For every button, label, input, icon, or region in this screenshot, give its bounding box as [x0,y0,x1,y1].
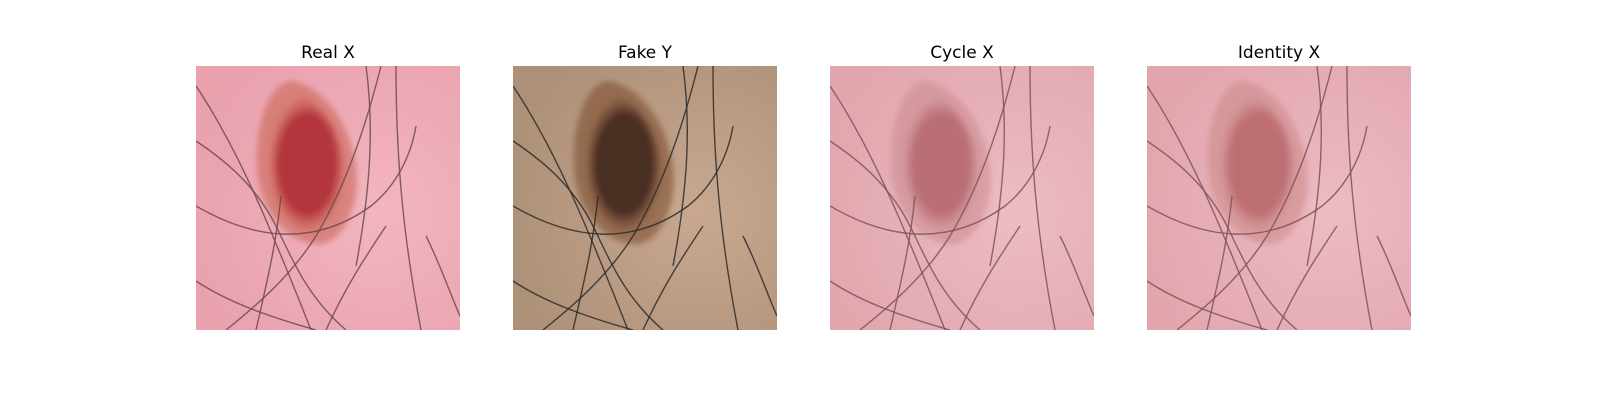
hair-strand [355,66,371,267]
hair-strand [889,195,916,330]
hair-strand [642,225,704,330]
hair-strand [395,66,422,330]
skin-lesion-picture [513,66,777,330]
panel-title: Identity X [1237,43,1321,63]
panel-cycle-x: Cycle X [830,40,1094,330]
hair-strand [859,66,1016,330]
hair-strand [513,85,629,330]
hair-strand [542,66,699,330]
hair-strand [1147,280,1268,330]
hair-strand [196,85,312,330]
lesion [1218,94,1298,234]
hair-strand [513,280,634,330]
hair-strand [513,140,664,330]
hair-strand [989,66,1005,267]
hair-strand [572,195,599,330]
hair-strand [1059,235,1094,317]
hair-strand [196,280,317,330]
skin-lesion-picture [196,66,460,330]
hair-strand [830,280,951,330]
hair-strand [1346,66,1373,330]
hair-strand [959,225,1021,330]
panel-title: Real X [301,43,355,63]
hair-strand [513,125,734,235]
hair-strand [1029,66,1056,330]
panel-identity-x: Identity X [1147,40,1411,330]
hair-strand [1376,235,1411,317]
panel-title: Fake Y [617,43,673,63]
lesion [901,94,981,234]
panel-real-x: Real X [196,40,460,330]
lesion [584,94,664,234]
hair-strand [1306,66,1322,267]
hair-strand [712,66,739,330]
lesion [267,94,347,234]
skin-lesion-image [196,66,460,330]
hair-strand [1147,125,1368,235]
skin-lesion-picture [1147,66,1411,330]
hair-strand [255,195,282,330]
skin-lesion-image [1147,66,1411,330]
hair-strand [742,235,777,317]
hair-strand [325,225,387,330]
hair-strand [225,66,382,330]
hair-strand [1147,140,1298,330]
skin-lesion-picture [830,66,1094,330]
panel-fake-y: Fake Y [513,40,777,330]
hair-strand [830,140,981,330]
hair-strand [425,235,460,317]
hair-strand [196,125,417,235]
hair-strand [830,85,946,330]
hair-strand [830,125,1051,235]
hair-strand [1276,225,1338,330]
skin-lesion-image [513,66,777,330]
hair-strand [196,140,347,330]
hair-strand [672,66,688,267]
hair-strand [1147,85,1263,330]
skin-lesion-image [830,66,1094,330]
hair-strand [1206,195,1233,330]
hair-strand [1176,66,1333,330]
panel-title: Cycle X [930,43,994,63]
